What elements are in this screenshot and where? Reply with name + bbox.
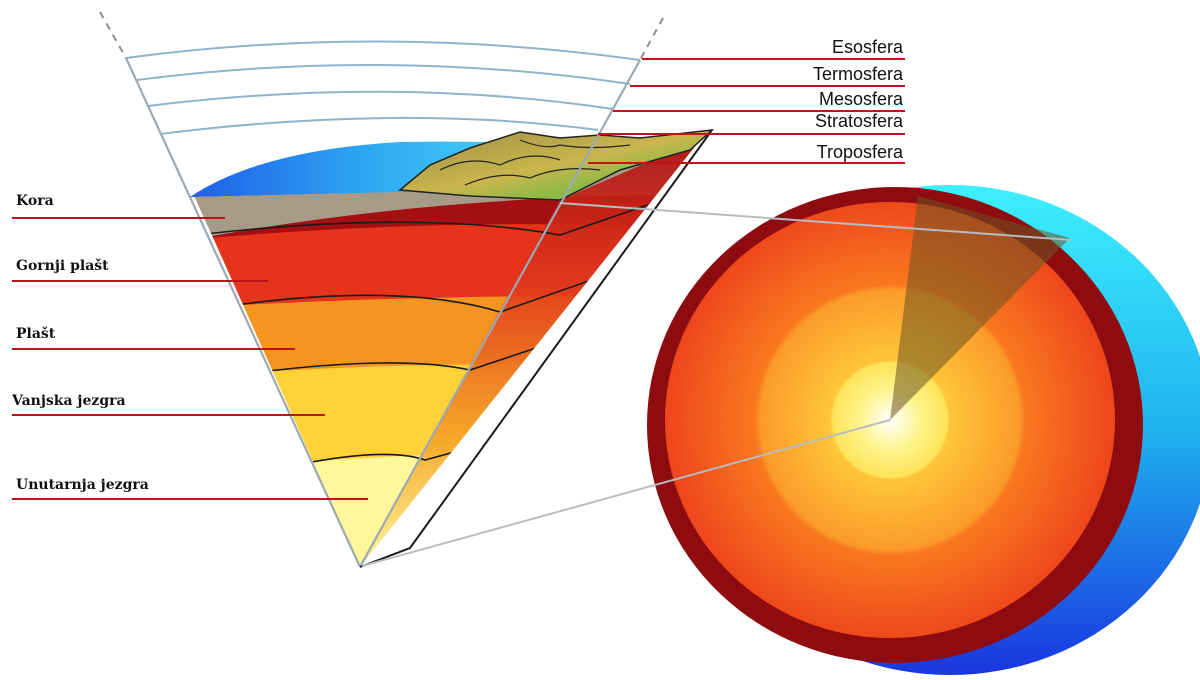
label-kora: Kora [16, 193, 54, 209]
label-plast: Plašt [16, 326, 55, 342]
label-troposfera: Troposfera [817, 142, 903, 163]
label-vanjska-jezgra: Vanjska jezgra [12, 393, 126, 409]
cone-edge-left-dashed [100, 12, 126, 58]
label-unutarnja-jezgra: Unutarnja jezgra [16, 477, 149, 493]
earth-sphere [647, 185, 1200, 675]
label-mesosfera: Mesosfera [819, 89, 903, 110]
label-stratosfera: Stratosfera [815, 111, 903, 132]
atmosphere-arcs [126, 41, 640, 134]
cone-edge-right-dashed [640, 18, 663, 60]
label-termosfera: Termosfera [813, 64, 903, 85]
label-gornji-plast: Gornji plašt [16, 258, 109, 274]
label-esosfera: Esosfera [832, 37, 903, 58]
